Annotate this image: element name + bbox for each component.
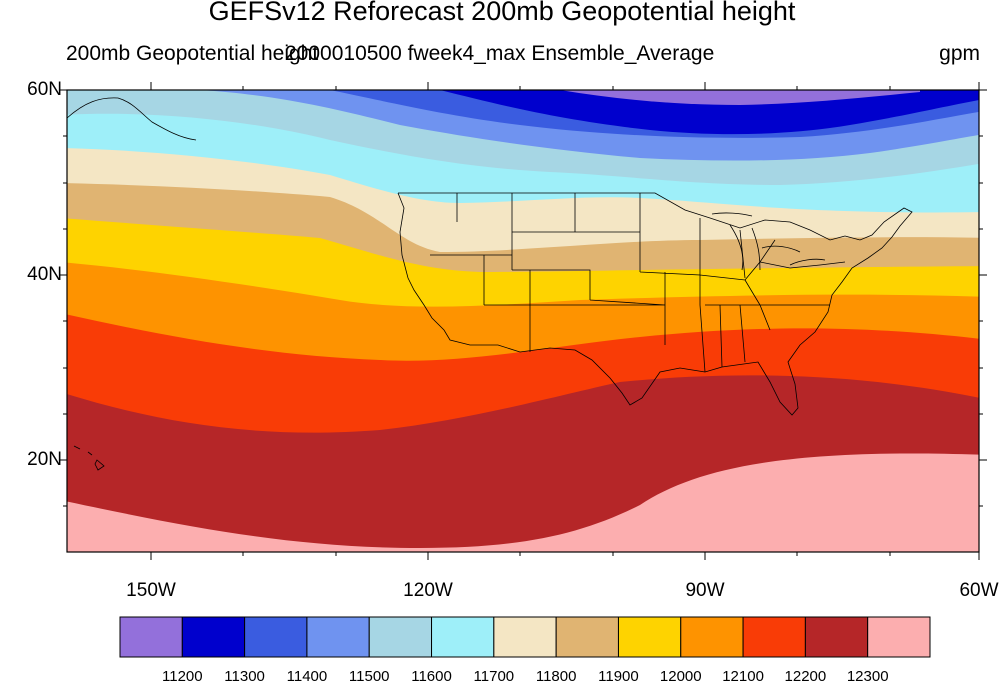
band-11200 [440,90,979,135]
colorbar-label: 11600 [411,668,452,685]
colorbar-box [431,616,495,658]
colorbar-box [119,616,183,658]
hawaii-islands [73,445,105,471]
great-lakes [711,212,826,271]
colorbar-box [555,616,619,658]
colorbar-label: 11300 [224,668,265,685]
map-outlines [67,97,913,471]
colorbar-box [867,616,931,658]
colorbar-box [680,616,744,658]
colorbar-box [804,616,869,658]
lon-label-150w: 150W [126,580,176,601]
colorbar-label: 11500 [348,668,390,685]
colorbar-box [306,616,370,658]
alaska-coast [67,97,197,141]
contour-fill [67,90,979,552]
us-canada-border [398,192,846,241]
run-info: 2000010500 fweek4_max Ensemble_Average [285,42,715,65]
colorbar-box [617,616,682,658]
band-below-11200 [560,90,920,105]
colorbar-label: 12000 [659,668,702,685]
lon-label-60w: 60W [959,580,999,601]
units-label: gpm [939,42,980,65]
colorbar-label: 11900 [598,668,639,685]
colorbar-label: 12100 [722,668,764,685]
colorbar-label: 12300 [846,668,889,685]
colorbar-label: 11400 [286,668,328,685]
colorbar [119,616,931,658]
colorbar-box [244,616,308,658]
colorbar-label: 11700 [473,668,515,685]
field-name: 200mb Geopotential height [66,42,319,65]
state-borders [430,193,846,373]
lat-label-20n: 20N [27,449,62,470]
lon-label-120w: 120W [403,580,453,601]
lat-label-60n: 60N [27,79,62,100]
colorbar-label: 11200 [161,668,203,685]
colorbar-box [493,616,557,658]
map-title: GEFSv12 Reforecast 200mb Geopotential he… [208,0,796,26]
lon-label-90w: 90W [685,580,725,601]
colorbar-box [368,616,433,658]
lat-label-40n: 40N [27,264,62,285]
colorbar-label: 12200 [784,668,827,685]
axis-ticks [59,82,987,560]
colorbar-box [181,616,246,658]
colorbar-box [742,616,806,658]
colorbar-label: 11800 [535,668,577,685]
